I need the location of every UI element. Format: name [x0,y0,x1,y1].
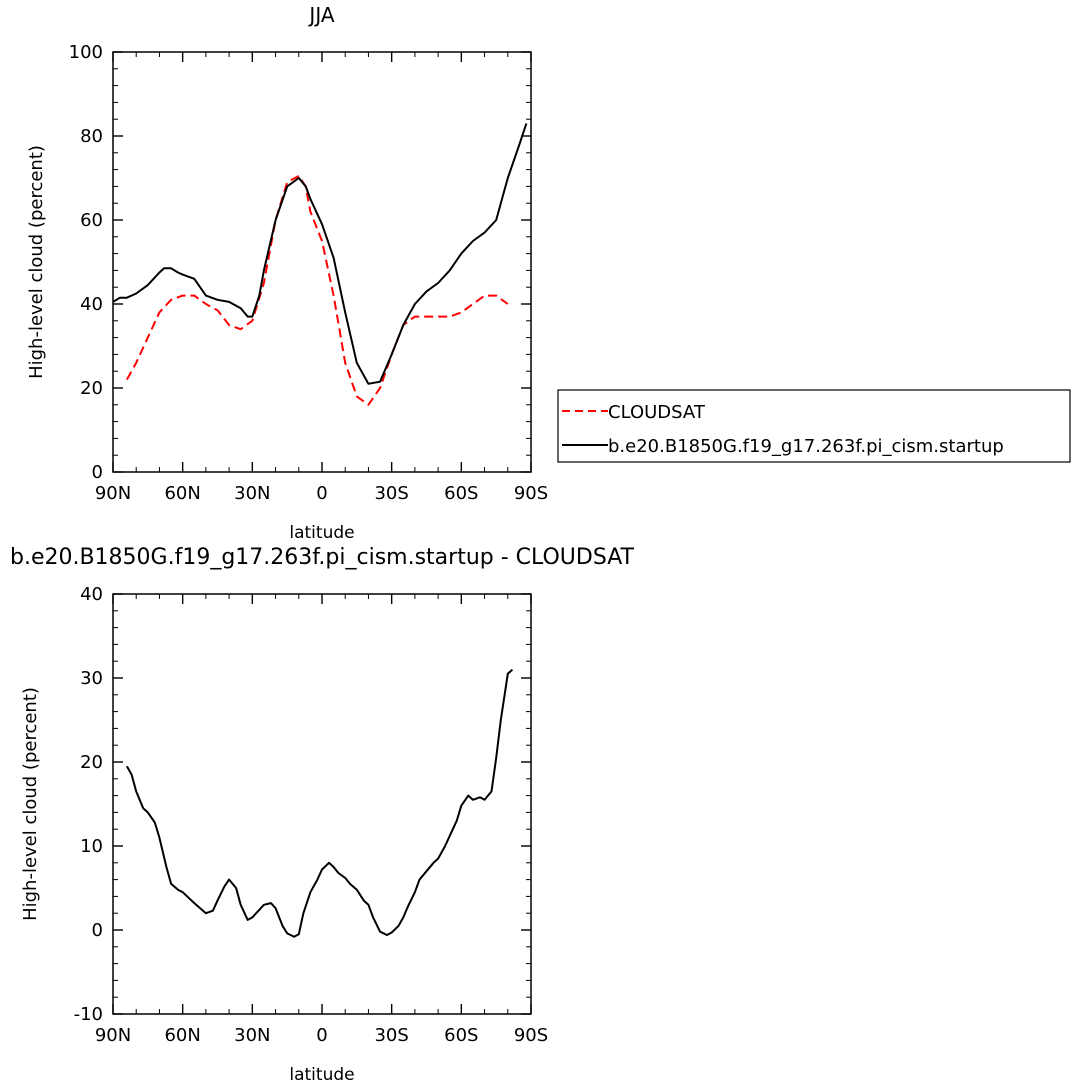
bottom-chart-xtick-label: 90N [95,1025,131,1046]
legend-box [557,389,1071,463]
top-chart-ytick-label: 60 [80,210,103,231]
bottom-chart-ytick-label: 40 [80,584,103,605]
top-chart-plot-frame [112,51,532,473]
top-chart-ytick-label: 20 [80,378,103,399]
top-chart-title: JJA [307,3,334,27]
top-chart-series-line-model [112,123,528,385]
bottom-chart-ytick-label: -10 [74,1004,103,1025]
bottom-chart-ytick-label: 20 [80,752,103,773]
top-chart-xtick-label: 0 [316,483,327,504]
top-chart-xtick-label: 60S [444,483,478,504]
bottom-chart-xtick-label: 30N [234,1025,270,1046]
top-chart-xtick-label: 30S [374,483,408,504]
top-chart-xtick-label: 90N [95,483,131,504]
top-chart-series [112,123,528,406]
bottom-chart-panel: b.e20.B1850G.f19_g17.263f.pi_cism.startu… [10,545,635,1085]
legend-label-cloudsat: CLOUDSAT [608,402,706,423]
bottom-chart-xtick-label: 60N [164,1025,200,1046]
legend: CLOUDSAT b.e20.B1850G.f19_g17.263f.pi_ci… [557,389,1071,463]
top-chart-ytick-label: 40 [80,294,103,315]
legend-label-model: b.e20.B1850G.f19_g17.263f.pi_cism.startu… [608,436,1004,457]
bottom-chart-ytick-label: 0 [92,920,103,941]
top-chart-ytick-label: 0 [92,462,103,483]
bottom-chart-xtick-label: 0 [316,1025,327,1046]
bottom-chart-series [126,668,514,938]
bottom-chart-series-line-model [126,668,514,938]
top-chart-xtick-label: 90S [514,483,548,504]
bottom-chart-xlabel: latitude [289,1065,354,1085]
top-chart-ticks [112,51,532,473]
bottom-chart-ytick-label: 10 [80,836,103,857]
top-chart-ylabel: High-level cloud (percent) [26,145,47,379]
bottom-chart-ylabel: High-level cloud (percent) [20,687,41,921]
bottom-chart-ytick-label: 30 [80,668,103,689]
bottom-chart-xtick-label: 60S [444,1025,478,1046]
bottom-chart-xtick-label: 90S [514,1025,548,1046]
top-chart-xlabel: latitude [289,523,354,543]
bottom-chart-plot-frame [112,593,532,1015]
top-chart-ytick-label: 100 [69,42,103,63]
bottom-chart-tick-labels: 90N 60N 30N 0 30S 60S 90S -10 0 10 20 30 40 [74,584,549,1046]
top-chart-series-line-cloudsat [126,174,509,406]
top-chart-ytick-label: 80 [80,126,103,147]
bottom-chart-xtick-label: 30S [374,1025,408,1046]
top-chart-xtick-label: 60N [164,483,200,504]
bottom-chart-title: b.e20.B1850G.f19_g17.263f.pi_cism.startu… [10,545,635,570]
top-chart-tick-labels: 90N 60N 30N 0 30S 60S 90S 0 20 40 60 80 100 [69,42,549,504]
top-chart-panel: JJA latitude High-level cloud (percent) … [26,3,548,543]
top-chart-xtick-label: 30N [234,483,270,504]
